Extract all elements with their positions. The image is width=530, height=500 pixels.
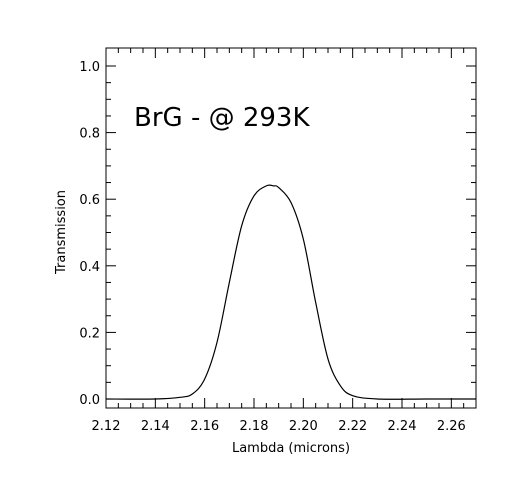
y-tick-label: 0.0 <box>79 393 100 408</box>
y-axis-label: Transmission <box>54 190 69 275</box>
plot-frame <box>105 47 477 409</box>
y-tick-label: 0.6 <box>79 193 100 208</box>
x-tick-label: 2.18 <box>240 419 269 434</box>
x-tick-label: 2.16 <box>190 419 219 434</box>
annotation-label: BrG - @ 293K <box>134 103 310 133</box>
series-line <box>105 184 476 400</box>
y-tick-label: 1.0 <box>79 60 100 75</box>
y-tick-label: 0.8 <box>79 127 100 142</box>
y-tick-label: 0.4 <box>79 260 100 275</box>
x-tick-label: 2.20 <box>289 419 318 434</box>
x-axis-label: Lambda (microns) <box>232 441 350 456</box>
tick-labels: 2.12 2.14 2.16 2.18 2.20 2.22 2.24 2.26 0.0 0.2 0.… <box>79 60 465 434</box>
x-tick-label: 2.26 <box>437 419 466 434</box>
tick-marks <box>105 48 477 408</box>
y-tick-label: 0.2 <box>79 326 100 341</box>
x-tick-label: 2.24 <box>388 419 417 434</box>
x-tick-label: 2.22 <box>338 419 367 434</box>
x-tick-label: 2.14 <box>141 419 170 434</box>
x-tick-label: 2.12 <box>92 419 121 434</box>
